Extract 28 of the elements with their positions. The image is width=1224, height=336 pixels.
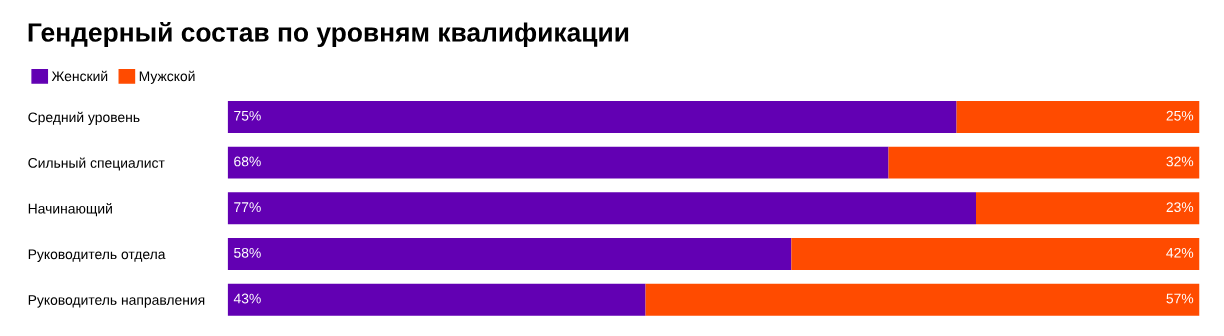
y-tick-label: Руководитель направления [28, 295, 205, 308]
data-label: 42% [1166, 247, 1194, 258]
bar [645, 283, 1200, 316]
bar [227, 283, 646, 316]
data-label: 57% [1166, 293, 1194, 304]
y-tick-label: Средний уровень [28, 111, 140, 125]
y-tick-label: Сильный специалист [28, 157, 165, 171]
bar [227, 100, 957, 133]
bar [975, 192, 1200, 225]
data-label: 32% [1166, 156, 1194, 167]
data-label: 43% [233, 293, 261, 304]
bar [956, 100, 1200, 133]
data-label: 58% [234, 247, 261, 258]
data-label: 23% [1166, 202, 1194, 213]
y-tick-label: Начинающий [28, 203, 112, 217]
data-label: 68% [234, 156, 261, 167]
bar [888, 146, 1200, 179]
data-label: 25% [1166, 110, 1194, 121]
bar [791, 238, 1200, 271]
y-tick-label: Руководитель отдела [28, 249, 166, 262]
bar [227, 146, 889, 179]
legend-label: Мужской [139, 70, 195, 84]
bar [227, 192, 976, 225]
bar [227, 238, 792, 271]
legend-label: Женский [51, 70, 108, 82]
data-label: 75% [234, 110, 261, 121]
chart-title: Гендерный состав по уровням квалификации [28, 21, 629, 48]
data-label: 77% [234, 202, 261, 212]
